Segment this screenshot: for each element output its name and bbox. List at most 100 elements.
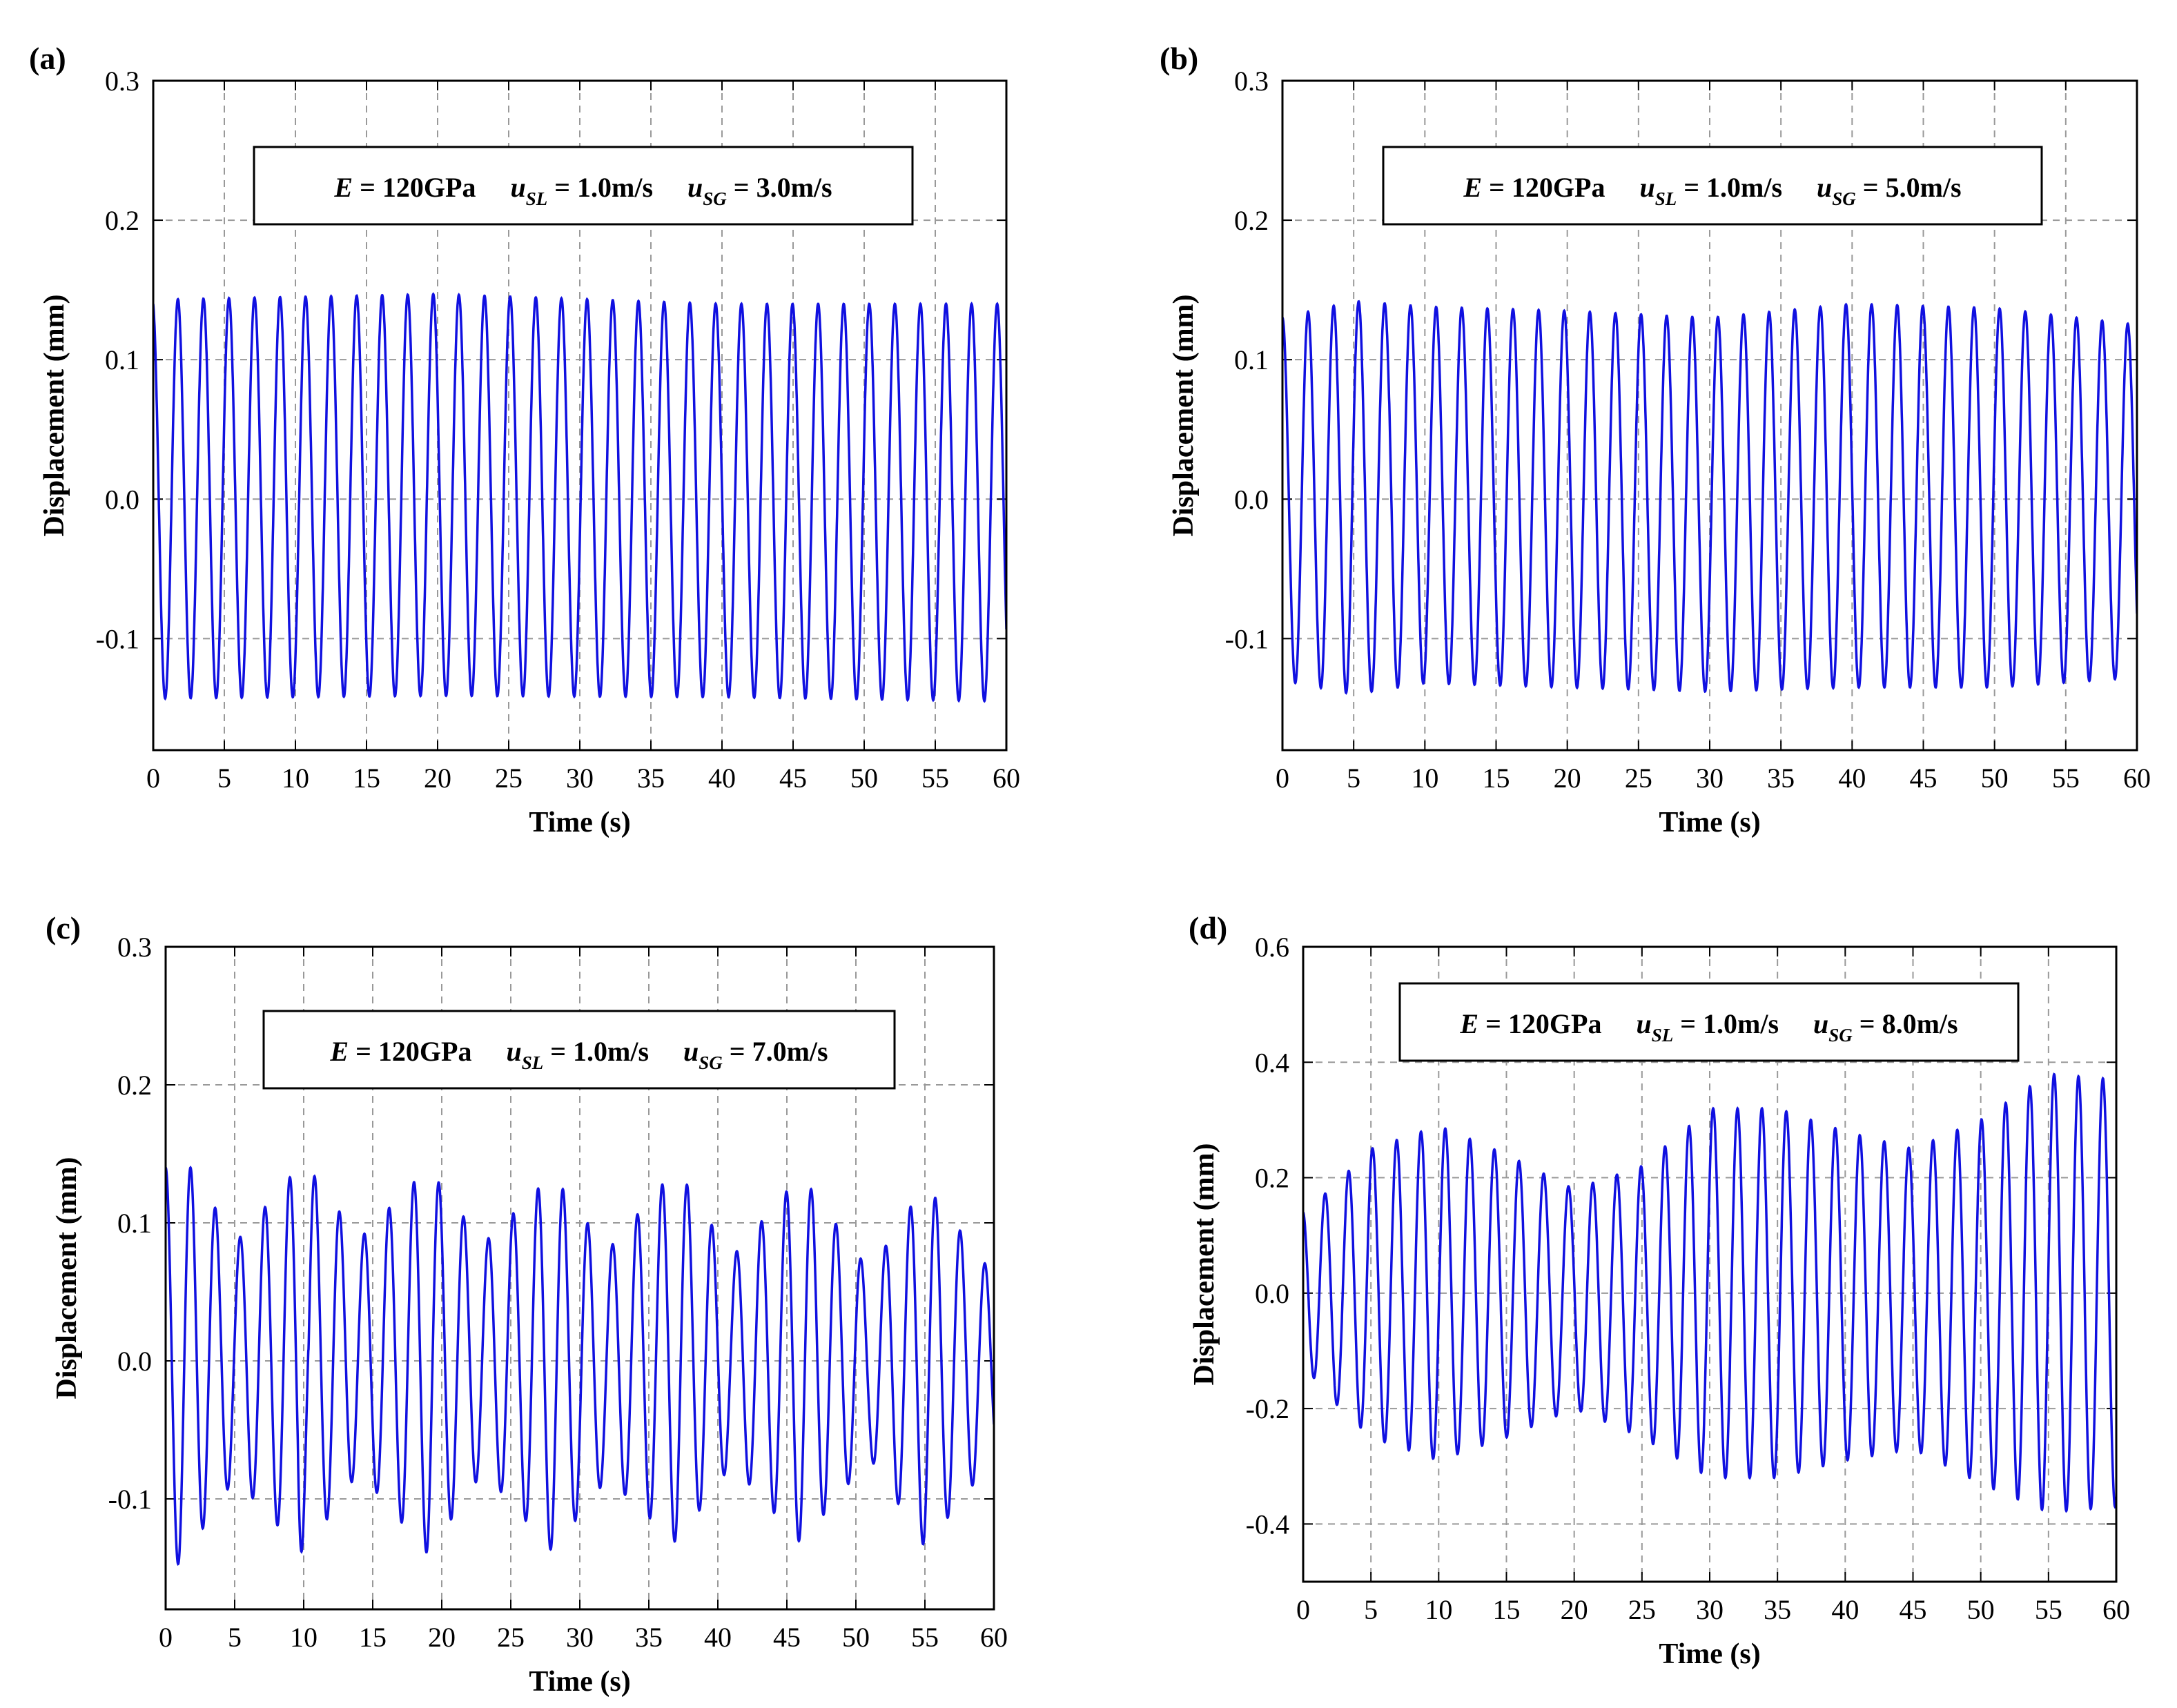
parameter-box <box>1398 982 2020 1062</box>
x-tick-label: 5 <box>228 1622 242 1653</box>
y-tick-label: -0.4 <box>1246 1509 1289 1540</box>
x-tick-label: 45 <box>1900 1594 1927 1625</box>
series-line-displacement <box>166 1166 994 1566</box>
parameter-sub1: SL <box>522 1052 544 1073</box>
parameter-E-sym: E <box>329 1036 349 1067</box>
parameter-val1: = 1.0m/s <box>547 172 653 203</box>
x-tick-label: 5 <box>1347 763 1360 794</box>
y-tick-label: 0.0 <box>117 1346 152 1377</box>
plot-frame <box>152 79 1008 752</box>
panel-label: (d) <box>1189 910 1227 945</box>
series-line-displacement <box>1303 1072 2116 1513</box>
parameter-sub2: SG <box>699 1052 723 1073</box>
y-axis-label: Displacement (mm) <box>51 1157 83 1399</box>
x-tick-label: 40 <box>708 763 736 794</box>
y-tick-label: 0.2 <box>1234 205 1269 236</box>
plot-frame <box>164 945 995 1611</box>
y-tick-label: 0.2 <box>117 1070 152 1101</box>
x-axis-label: Time (s) <box>529 1666 630 1698</box>
x-tick-label: 25 <box>1625 763 1652 794</box>
y-axis-label: Displacement (mm) <box>1189 1143 1220 1385</box>
parameter-val2: = 8.0m/s <box>1853 1008 1958 1039</box>
parameter-E-val: = 120GPa <box>353 172 476 203</box>
parameter-sub2: SG <box>1828 1025 1853 1046</box>
x-tick-label: 15 <box>1493 1594 1521 1625</box>
y-tick-label: 0.6 <box>1255 932 1289 963</box>
y-tick-label: 0.3 <box>117 932 152 963</box>
parameter-sub1: SL <box>526 188 548 209</box>
x-tick-label: 45 <box>779 763 807 794</box>
parameter-E-val: = 120GPa <box>1478 1008 1601 1039</box>
x-tick-label: 45 <box>1910 763 1937 794</box>
plot-frame <box>1302 945 2118 1583</box>
parameter-u: u <box>1636 1008 1651 1039</box>
y-tick-label: -0.2 <box>1246 1393 1289 1424</box>
x-tick-label: 45 <box>773 1622 801 1653</box>
parameter-u: u <box>510 172 525 203</box>
parameter-sub2: SG <box>703 188 727 209</box>
x-tick-label: 35 <box>1764 1594 1791 1625</box>
x-tick-label: 60 <box>980 1622 1008 1653</box>
x-tick-label: 30 <box>566 763 594 794</box>
parameter-val1: = 1.0m/s <box>1677 172 1782 203</box>
panel-b: 0 5 10 15 20 25 30 35 40 45 50 55 60 0.3 0.2 0.1 0.0 -0.1… <box>1160 41 2151 838</box>
x-tick-label: 35 <box>1767 763 1795 794</box>
x-tick-label: 0 <box>1276 763 1289 794</box>
x-tick-label: 0 <box>146 763 160 794</box>
y-tick-label: 0.3 <box>105 66 139 97</box>
parameter-E-val: = 120GPa <box>1482 172 1605 203</box>
parameter-text: E = 120GPa uSL = 1.0m/s uSG = 7.0m/s <box>329 1036 828 1073</box>
x-tick-label: 50 <box>1967 1594 1995 1625</box>
parameter-sub1: SL <box>1655 188 1677 209</box>
parameter-val1: = 1.0m/s <box>543 1036 649 1067</box>
panel-label: (a) <box>29 41 66 76</box>
panel-a: 0 5 10 15 20 25 30 35 40 45 50 55 60 0.3 0.2 0.1 0.0 -0.1… <box>29 41 1020 838</box>
y-axis-label: Displacement (mm) <box>39 294 70 536</box>
parameter-E-sym: E <box>1463 172 1482 203</box>
parameter-u: u <box>687 172 703 203</box>
x-tick-label: 10 <box>1411 763 1438 794</box>
parameter-text: E = 120GPa uSL = 1.0m/s uSG = 3.0m/s <box>333 172 832 209</box>
x-tick-label: 50 <box>1981 763 2009 794</box>
parameter-box <box>262 1010 896 1090</box>
x-tick-label: 15 <box>359 1622 387 1653</box>
panel-c: 0 5 10 15 20 25 30 35 40 45 50 55 60 0.3 0.2 0.1 0.0 -0.1… <box>46 910 1008 1698</box>
y-tick-label: 0.1 <box>105 344 139 375</box>
x-tick-label: 0 <box>159 1622 173 1653</box>
x-axis-label: Time (s) <box>1659 807 1760 838</box>
parameter-u: u <box>506 1036 521 1067</box>
x-tick-label: 55 <box>2035 1594 2062 1625</box>
x-axis-label: Time (s) <box>1659 1638 1760 1670</box>
x-tick-label: 30 <box>1696 1594 1724 1625</box>
x-tick-label: 15 <box>1483 763 1510 794</box>
parameter-val2: = 7.0m/s <box>723 1036 828 1067</box>
parameter-box <box>1382 146 2043 226</box>
parameter-u: u <box>1813 1008 1828 1039</box>
x-tick-label: 5 <box>217 763 231 794</box>
x-tick-label: 60 <box>2123 763 2151 794</box>
x-tick-label: 30 <box>1696 763 1724 794</box>
x-tick-label: 20 <box>1561 1594 1588 1625</box>
parameter-box <box>253 146 914 226</box>
parameter-text: E = 120GPa uSL = 1.0m/s uSG = 5.0m/s <box>1463 172 1961 209</box>
x-tick-label: 25 <box>495 763 523 794</box>
x-tick-label: 20 <box>1554 763 1581 794</box>
y-tick-label: 0.0 <box>105 484 139 515</box>
y-tick-label: 0.0 <box>1255 1278 1289 1309</box>
x-tick-label: 10 <box>1425 1594 1452 1625</box>
parameter-val2: = 5.0m/s <box>1856 172 1962 203</box>
x-tick-label: 20 <box>424 763 451 794</box>
x-tick-label: 0 <box>1296 1594 1310 1625</box>
x-tick-label: 60 <box>2102 1594 2130 1625</box>
y-tick-label: 0.3 <box>1234 66 1269 97</box>
series-line-displacement <box>1282 300 2137 695</box>
x-tick-label: 40 <box>1838 763 1866 794</box>
parameter-sub1: SL <box>1652 1025 1674 1046</box>
parameter-u: u <box>1817 172 1832 203</box>
parameter-u: u <box>1639 172 1654 203</box>
x-tick-label: 55 <box>921 763 949 794</box>
x-tick-label: 30 <box>566 1622 594 1653</box>
parameter-text: E = 120GPa uSL = 1.0m/s uSG = 8.0m/s <box>1459 1008 1958 1046</box>
y-tick-label: 0.1 <box>117 1208 152 1239</box>
